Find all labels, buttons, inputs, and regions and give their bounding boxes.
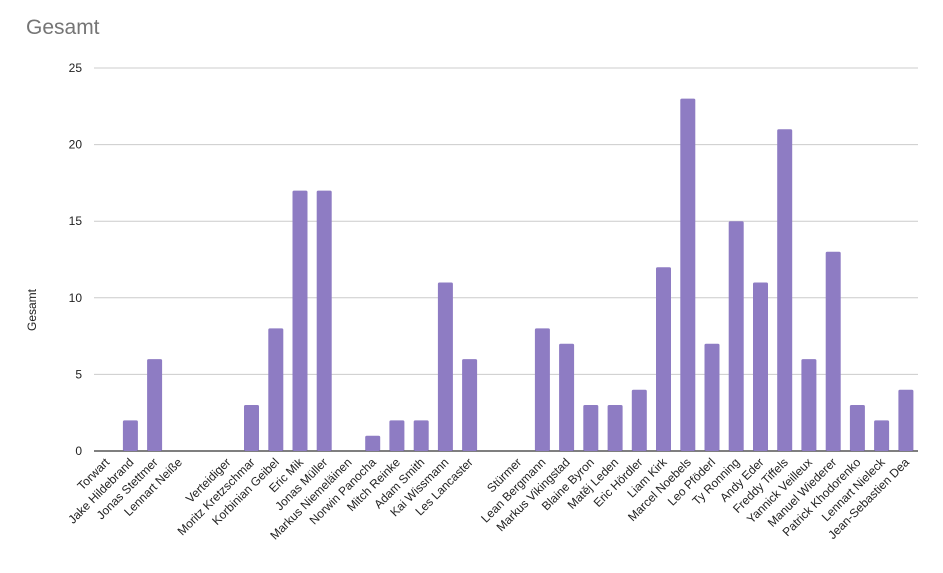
y-tick-label: 25 <box>69 61 83 75</box>
chart-title: Gesamt <box>26 16 100 39</box>
bar <box>704 343 720 451</box>
bar <box>462 359 478 451</box>
bars <box>122 98 914 452</box>
bar <box>656 267 671 451</box>
bar <box>365 435 381 451</box>
bar <box>825 251 841 451</box>
bar <box>801 359 817 451</box>
bar <box>777 129 793 452</box>
bar <box>122 420 138 451</box>
bar <box>631 389 647 451</box>
y-axis-title: Gesamt <box>25 288 39 331</box>
bar <box>898 389 914 451</box>
bar <box>389 420 405 451</box>
y-tick-label: 15 <box>69 214 83 228</box>
bar <box>849 405 865 451</box>
bar <box>292 190 308 451</box>
bar <box>583 405 599 451</box>
bar <box>753 282 768 451</box>
bar <box>437 282 453 451</box>
bar <box>680 98 696 451</box>
gridlines <box>94 67 918 452</box>
bar <box>728 221 744 451</box>
bar <box>244 405 259 451</box>
bar <box>607 405 623 451</box>
bar <box>874 420 890 451</box>
y-tick-label: 20 <box>69 138 83 152</box>
bar <box>559 343 575 451</box>
bar <box>147 359 163 451</box>
y-tick-label: 0 <box>75 444 82 458</box>
y-tick-label: 5 <box>75 367 82 381</box>
bar <box>268 328 284 451</box>
bar <box>316 190 332 451</box>
y-axis-ticks: 0 5 10 15 20 25 <box>69 61 83 458</box>
y-tick-label: 10 <box>69 291 83 305</box>
bar <box>413 420 429 451</box>
bar <box>534 328 550 451</box>
